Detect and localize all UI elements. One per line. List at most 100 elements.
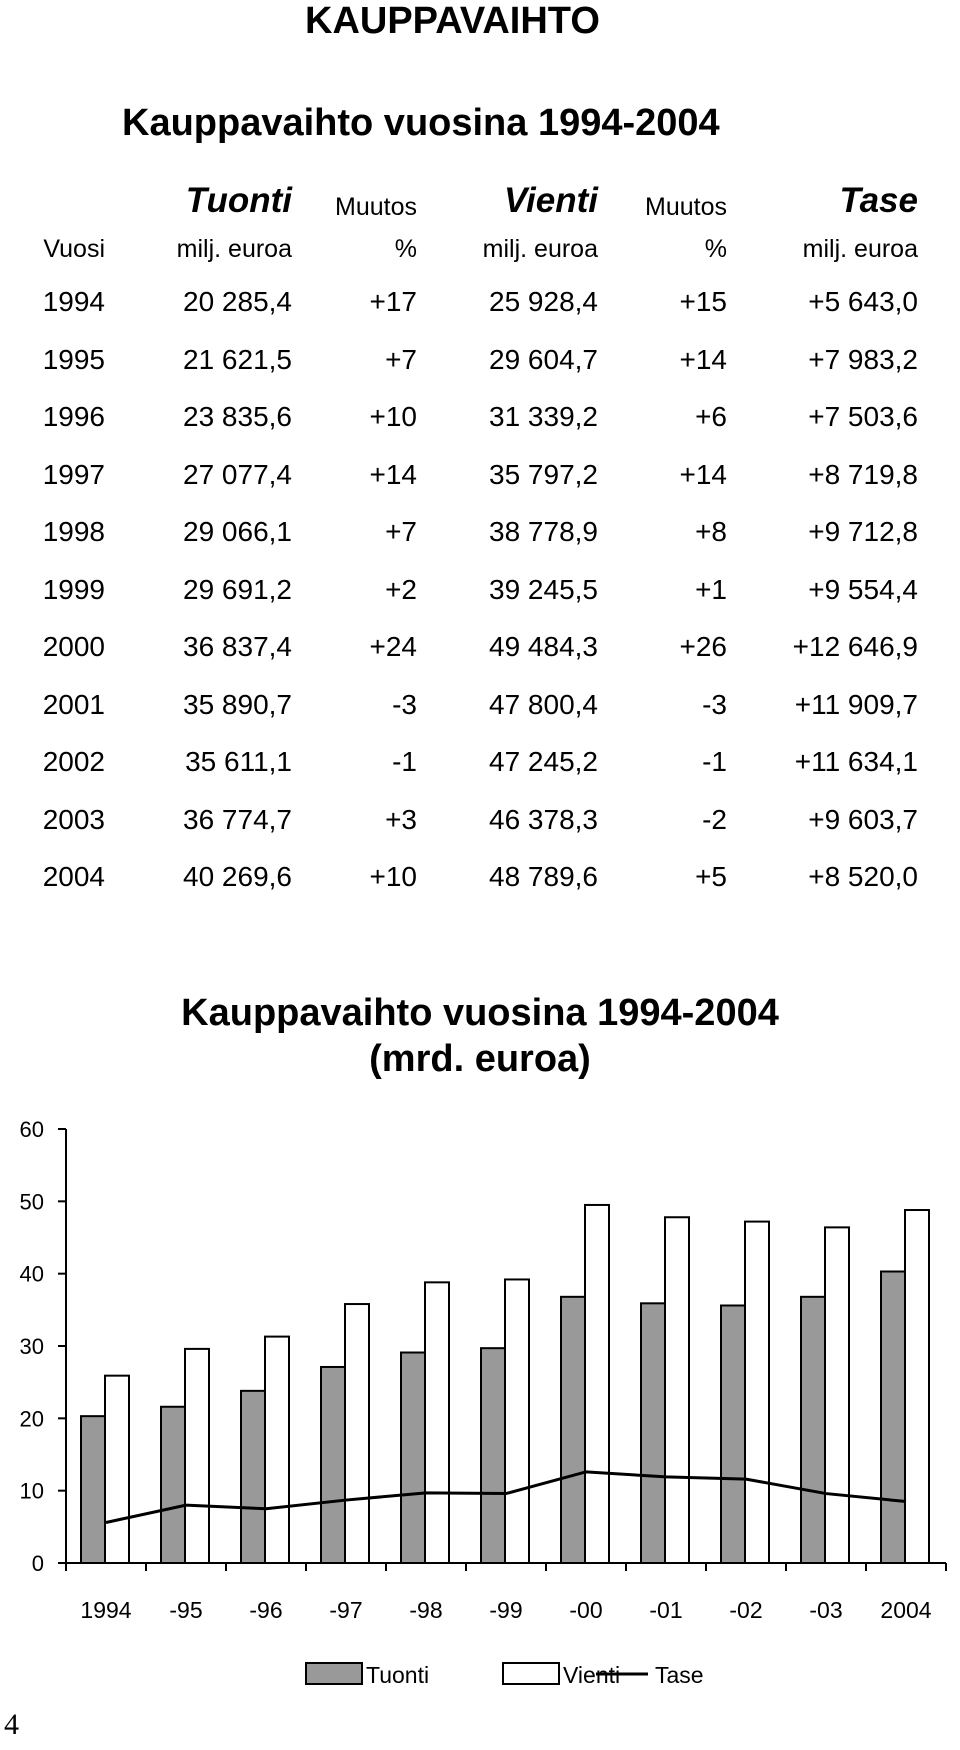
bar-tuonti--97	[320, 1365, 346, 1565]
table-cell-r0-c3: 25 928,4	[489, 286, 598, 317]
table-cell-r2-c4: +6	[695, 401, 727, 432]
chart-title: Kauppavaihto vuosina 1994-2004	[181, 992, 779, 1034]
header-top-5: Tase	[839, 181, 918, 220]
table-cell-r8-c1: 35 611,1	[185, 746, 292, 777]
x-tick-label: -96	[249, 1597, 282, 1623]
table-cell-r10-c3: 48 789,6	[489, 861, 598, 892]
legend-label-tase: Tase	[655, 1662, 704, 1688]
table-cell-r0-c5: +5 643,0	[808, 286, 918, 317]
bar-tuonti--95	[160, 1405, 186, 1565]
legend-swatch-vienti	[502, 1662, 560, 1685]
table-cell-r0-c0: 1994	[42, 286, 105, 317]
bar-vienti--95	[184, 1347, 210, 1564]
table-cell-r4-c5: +9 712,8	[808, 516, 918, 547]
table-cell-r3-c0: 1997	[42, 458, 105, 490]
bar-vienti--02	[744, 1220, 770, 1564]
table-cell-r4-c0: 1998	[42, 516, 105, 547]
table-cell-r0-c2: +17	[369, 286, 418, 317]
bar-tuonti--03	[800, 1295, 826, 1565]
bar-tuonti--99	[480, 1347, 506, 1565]
table-cell-r10-c4: +5	[695, 861, 727, 892]
table-cell-r2-c3: 31 339,2	[489, 401, 598, 432]
table-cell-r3-c3: 35 797,2	[489, 458, 598, 490]
table-cell-r2-c2: +10	[369, 401, 418, 432]
x-tick-label: -02	[729, 1597, 762, 1623]
table-cell-r1-c3: 29 604,7	[489, 343, 598, 375]
table-cell-r6-c0: 2000	[42, 631, 105, 662]
table-cell-r6-c5: +12 646,9	[792, 631, 918, 662]
table-cell-r6-c4: +26	[679, 631, 728, 662]
table-cell-r6-c1: 36 837,4	[183, 631, 292, 662]
table-cell-r8-c4: -1	[702, 746, 727, 777]
y-tick-label: 60	[20, 1117, 44, 1142]
table-cell-r10-c0: 2004	[42, 861, 105, 892]
header-top-3: Vienti	[504, 181, 598, 220]
page-title: KAUPPAVAIHTO	[305, 0, 600, 42]
header-bottom-3: milj. euroa	[482, 235, 598, 263]
table-cell-r10-c5: +8 520,0	[808, 861, 918, 892]
table-cell-r4-c3: 38 778,9	[489, 516, 598, 547]
table-cell-r10-c1: 40 269,6	[183, 861, 292, 892]
bar-tuonti--01	[640, 1302, 666, 1565]
table-cell-r8-c3: 47 245,2	[489, 746, 598, 777]
table-cell-r2-c0: 1996	[42, 401, 105, 432]
table-cell-r0-c1: 20 285,4	[183, 286, 292, 317]
header-bottom-5: milj. euroa	[802, 235, 918, 263]
bar-vienti-1994	[104, 1374, 130, 1564]
bar-vienti--00	[584, 1203, 610, 1564]
bar-vienti--01	[664, 1216, 690, 1565]
y-tick-label: 40	[20, 1262, 44, 1287]
table-cell-r5-c2: +2	[385, 573, 417, 605]
table-cell-r8-c2: -1	[392, 746, 417, 777]
table-cell-r3-c2: +14	[369, 458, 418, 490]
table-cell-r1-c2: +7	[385, 343, 417, 375]
table-title: Kauppavaihto vuosina 1994-2004	[122, 102, 720, 144]
chart-subtitle: (mrd. euroa)	[369, 1038, 591, 1080]
x-tick-label: 1994	[80, 1597, 131, 1623]
bar-tuonti--02	[720, 1304, 746, 1564]
bar-vienti--99	[504, 1278, 530, 1565]
table-cell-r9-c0: 2003	[42, 803, 105, 835]
header-top-2: Muutos	[335, 193, 417, 221]
legend-swatch-tuonti	[305, 1662, 363, 1685]
x-tick-label: -95	[169, 1597, 202, 1623]
table-cell-r7-c0: 2001	[42, 688, 105, 720]
table-cell-r5-c4: +1	[695, 573, 727, 605]
table-cell-r9-c5: +9 603,7	[808, 803, 918, 835]
table-cell-r5-c1: 29 691,2	[183, 573, 292, 605]
table-cell-r2-c5: +7 503,6	[808, 401, 918, 432]
legend: Tuonti Vienti Tase	[305, 1662, 704, 1688]
table-cell-r7-c4: -3	[702, 688, 727, 720]
x-tick-label: -99	[489, 1597, 522, 1623]
table-cell-r9-c2: +3	[385, 803, 417, 835]
table-cell-r2-c1: 23 835,6	[183, 401, 292, 432]
table-cell-r1-c4: +14	[679, 343, 728, 375]
y-tick-label: 50	[20, 1189, 44, 1214]
bar-tuonti-1994	[80, 1415, 106, 1564]
table-cell-r3-c5: +8 719,8	[808, 458, 918, 490]
header-bottom-1: milj. euroa	[176, 235, 292, 263]
y-tick-label: 20	[20, 1406, 44, 1431]
header-bottom-2: %	[394, 235, 417, 263]
bar-vienti--98	[424, 1281, 450, 1564]
x-tick-label: -98	[409, 1597, 442, 1623]
bar-vienti-2004	[904, 1209, 930, 1564]
x-tick-label: -03	[809, 1597, 842, 1623]
x-tick-label: 2004	[880, 1597, 931, 1623]
table-cell-r5-c5: +9 554,4	[808, 573, 918, 605]
x-tick-label: -00	[569, 1597, 602, 1623]
table-cell-r4-c2: +7	[385, 516, 417, 547]
bar-tuonti--98	[400, 1351, 426, 1565]
x-tick-label: -97	[329, 1597, 362, 1623]
table-cell-r9-c3: 46 378,3	[489, 803, 598, 835]
bar-vienti--03	[824, 1226, 850, 1564]
legend-label-tuonti: Tuonti	[366, 1662, 429, 1688]
page-number: 4	[4, 1708, 19, 1741]
table-cell-r3-c4: +14	[679, 458, 728, 490]
table-cell-r5-c3: 39 245,5	[489, 573, 598, 605]
header-top-4: Muutos	[645, 193, 727, 221]
table-cell-r6-c2: +24	[369, 631, 418, 662]
bar-vienti--97	[344, 1303, 370, 1564]
table-cell-r7-c1: 35 890,7	[183, 688, 292, 720]
header-bottom-4: %	[704, 235, 727, 263]
